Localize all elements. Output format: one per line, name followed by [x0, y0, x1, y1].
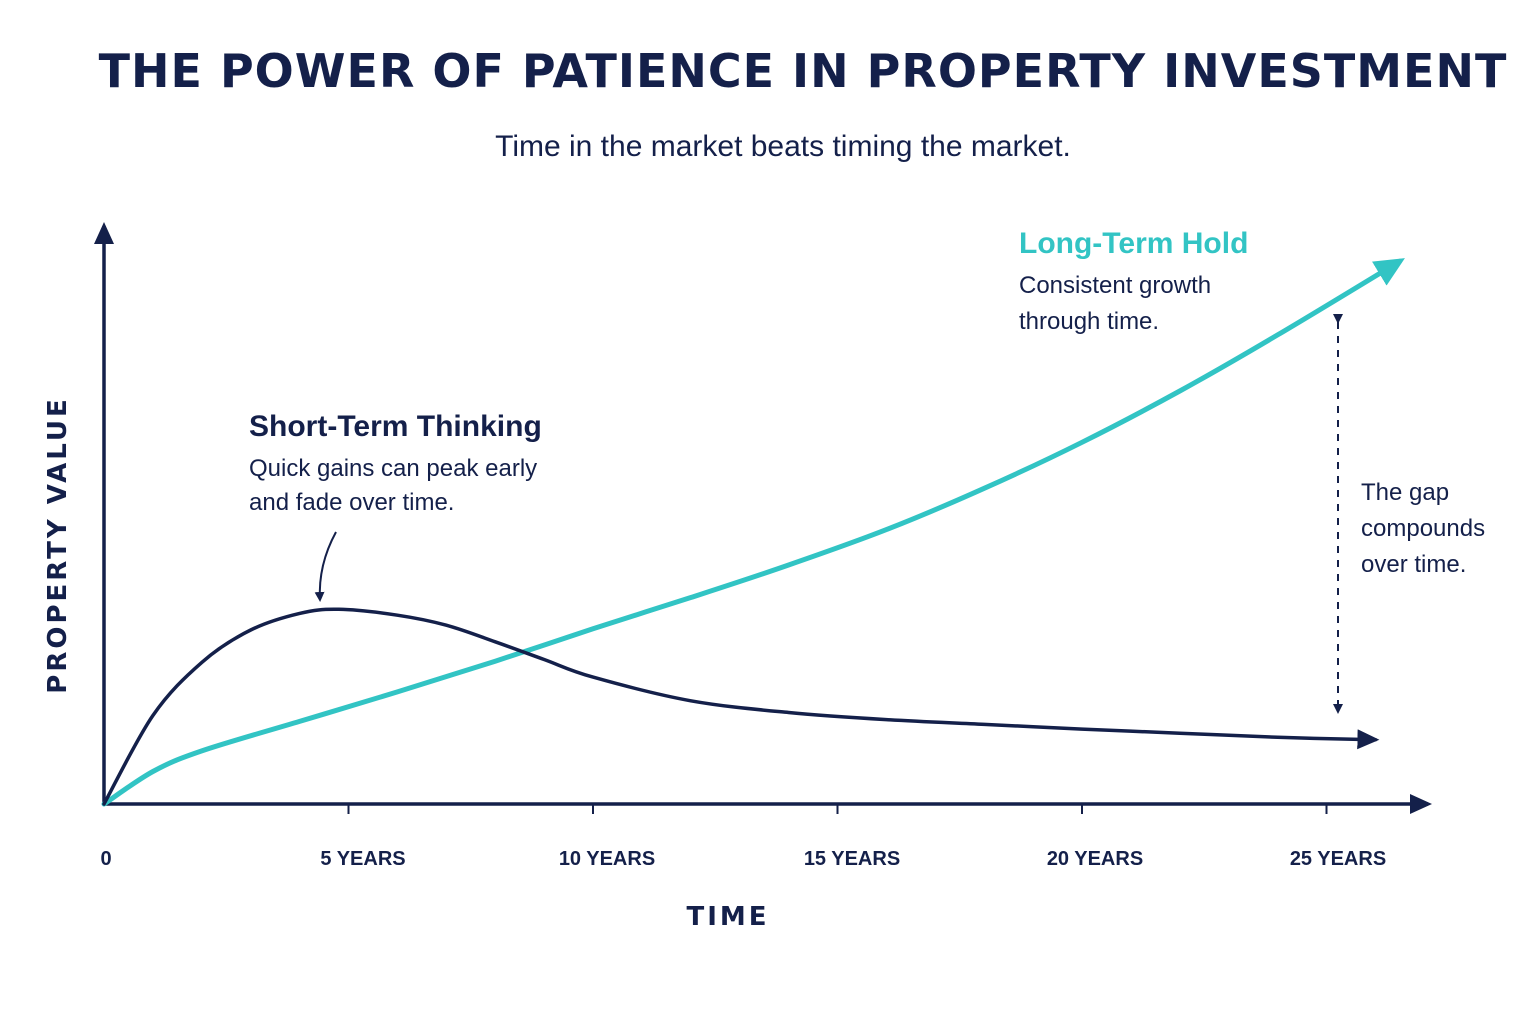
axes [94, 222, 1432, 814]
x-tick-label-5: 5 YEARS [320, 848, 405, 870]
page-title: THE POWER OF PATIENCE IN PROPERTY INVEST… [98, 44, 1508, 98]
annotation-short-term-line-1: Quick gains can peak early [249, 455, 537, 482]
annotation-short-term-line-2: and fade over time. [249, 489, 454, 516]
annotation-gap: The gap compounds over time. [1333, 314, 1485, 714]
x-tick-label-20: 20 YEARS [1047, 848, 1143, 870]
x-tick-label-10: 10 YEARS [559, 848, 655, 870]
x-tick-label-0: 0 [100, 848, 111, 870]
annotation-short-term-pointer [314, 531, 337, 602]
page-subtitle: Time in the market beats timing the mark… [495, 130, 1071, 163]
annotation-long-term-line-2: through time. [1019, 308, 1159, 335]
y-axis-label: PROPERTY VALUE [43, 396, 73, 693]
annotation-long-term-title: Long-Term Hold [1019, 227, 1248, 260]
annotation-short-term: Short-Term Thinking Quick gains can peak… [249, 410, 542, 602]
series-line-long-term-hold [101, 258, 1405, 807]
annotation-gap-line-2: compounds [1361, 515, 1485, 542]
x-ticks [347, 804, 1328, 814]
annotation-gap-line-3: over time. [1361, 551, 1466, 578]
x-axis-label: TIME [686, 902, 769, 932]
x-tick-label-15: 15 YEARS [804, 848, 900, 870]
series-line-short-term-thinking [102, 607, 1380, 806]
x-tick-label-25: 25 YEARS [1290, 848, 1386, 870]
annotation-long-term-line-1: Consistent growth [1019, 272, 1211, 299]
x-tick-labels: 0 5 YEARS 10 YEARS 15 YEARS 20 YEARS 25 … [100, 848, 1386, 870]
annotation-long-term: Long-Term Hold Consistent growth through… [1019, 227, 1248, 335]
annotation-gap-line-1: The gap [1361, 479, 1449, 506]
annotation-short-term-title: Short-Term Thinking [249, 410, 542, 443]
